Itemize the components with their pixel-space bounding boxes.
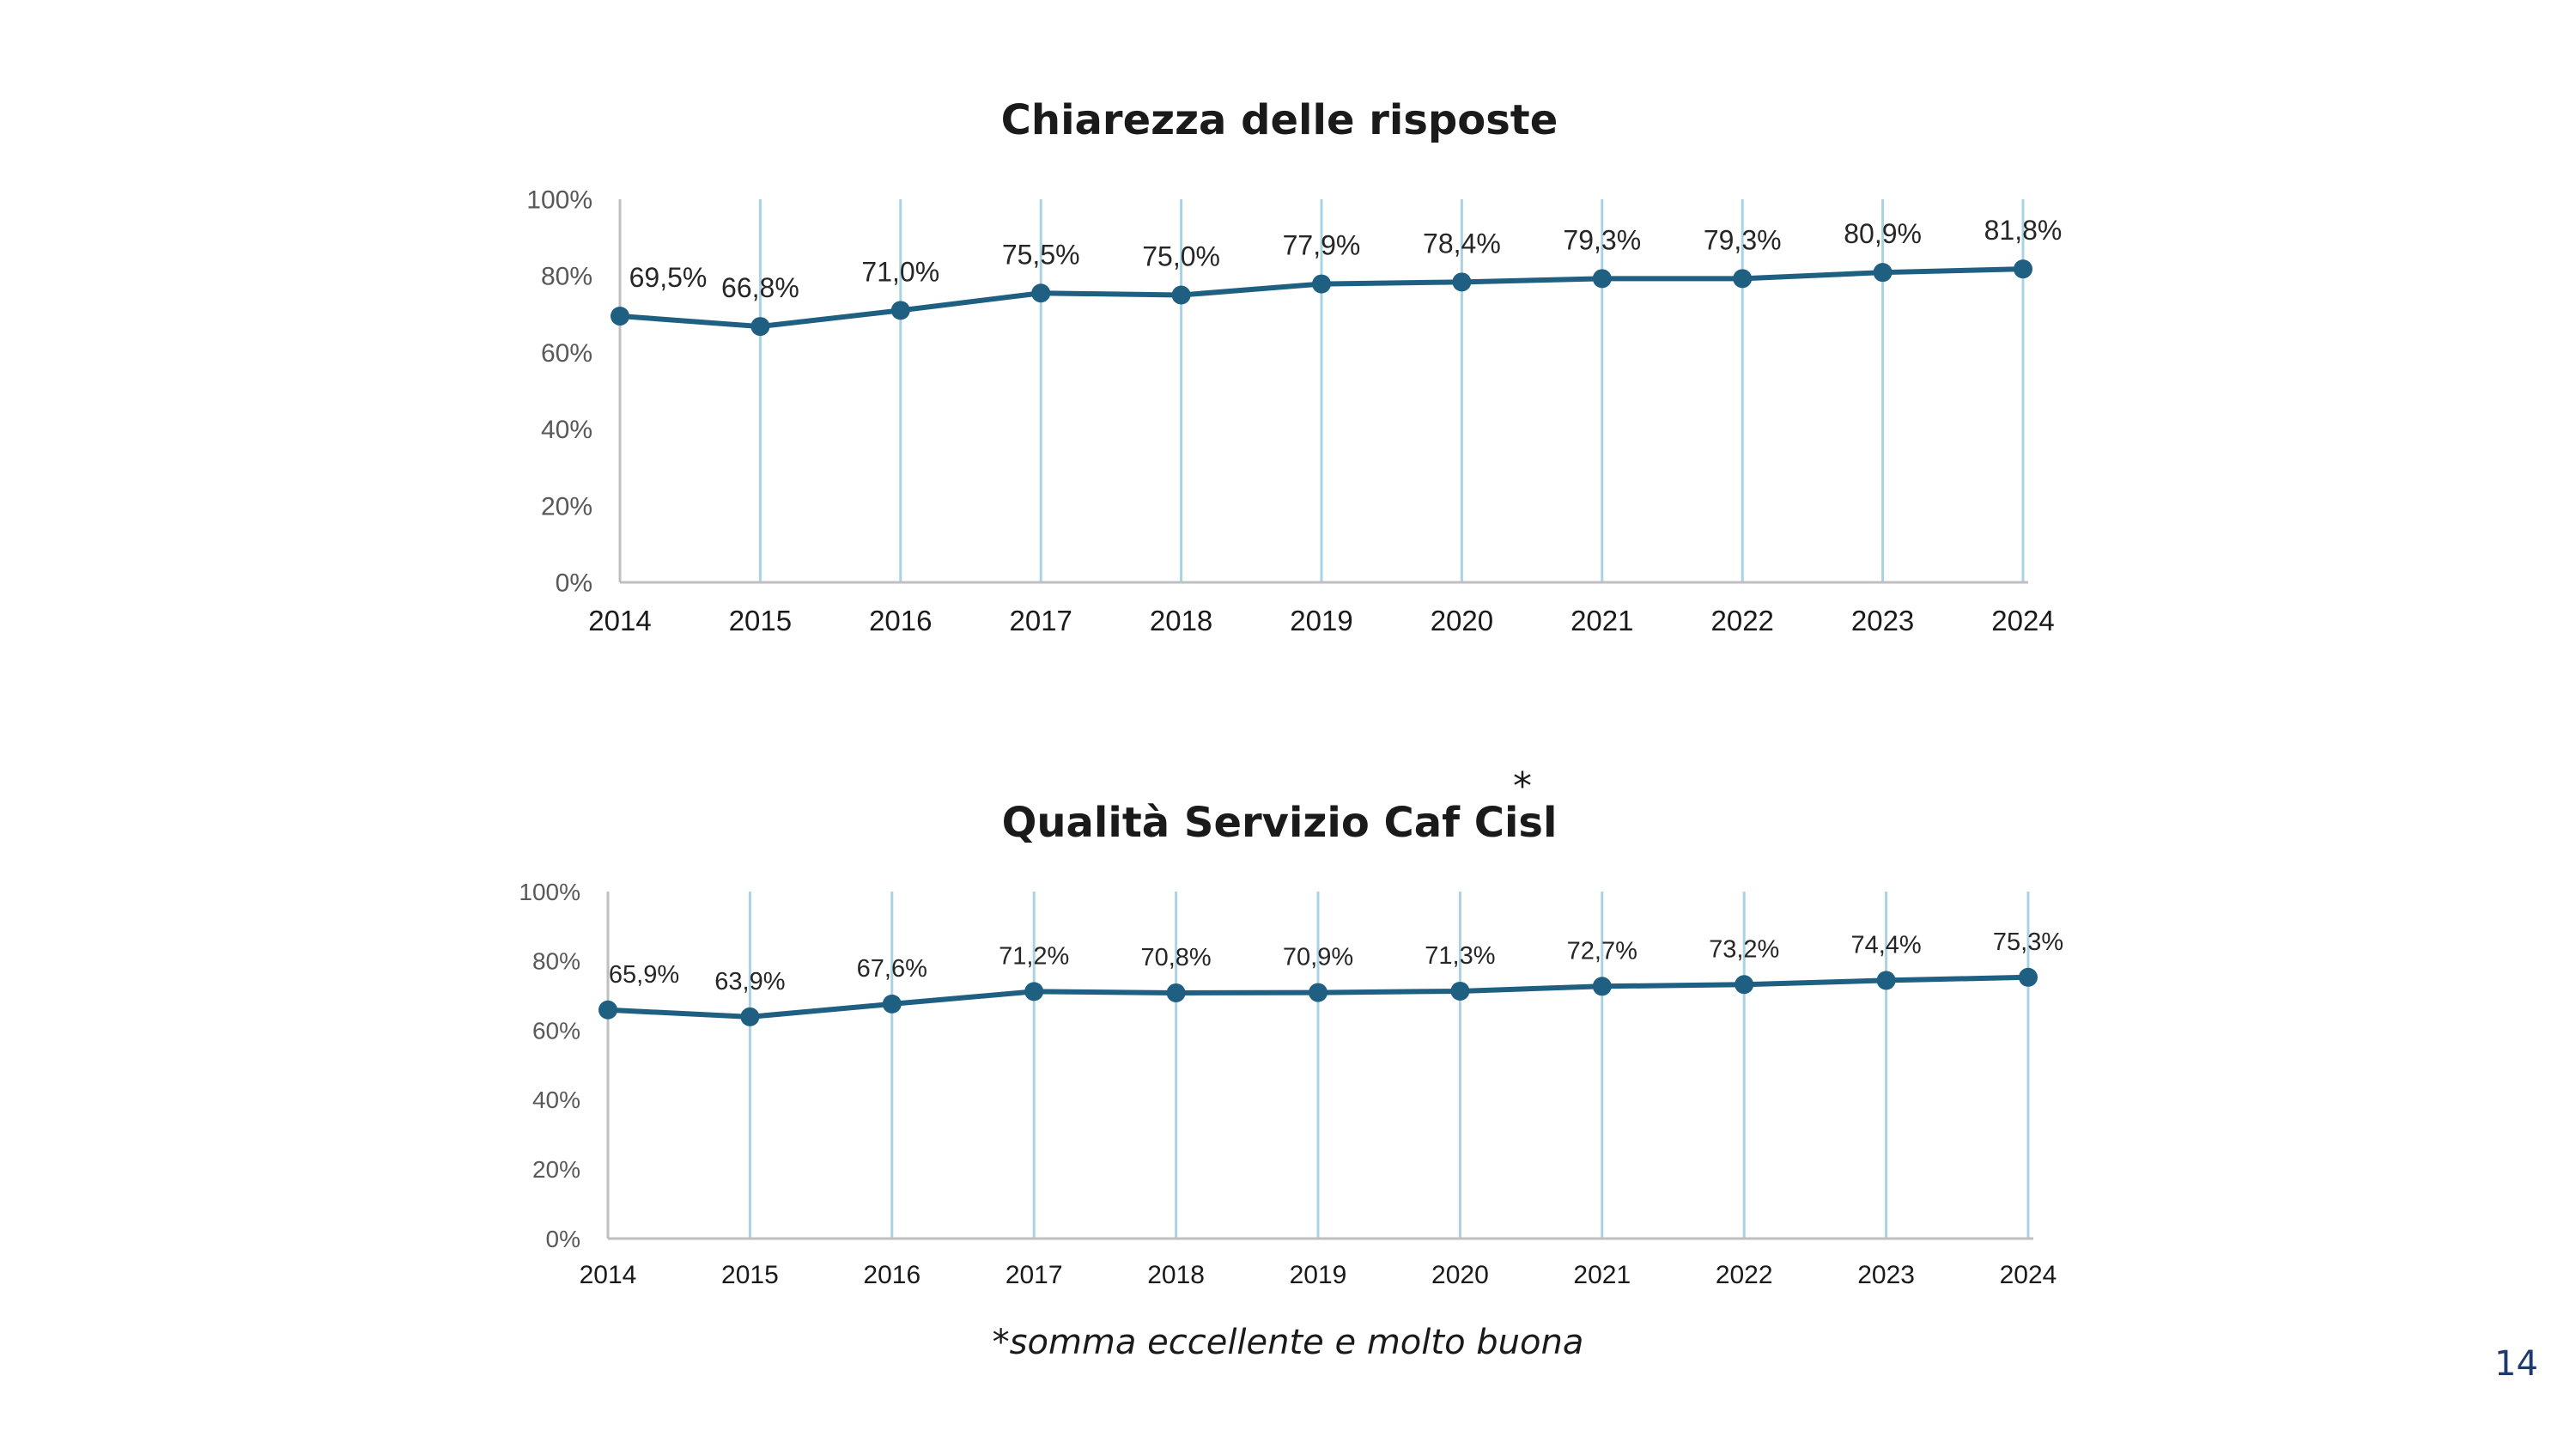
data-label: 67,6% (857, 955, 927, 983)
data-label: 78,4% (1423, 228, 1501, 259)
x-tick-label: 2022 (1716, 1261, 1773, 1289)
x-tick-label: 2018 (1150, 605, 1212, 636)
y-tick-label: 0% (546, 1226, 580, 1252)
data-point (1876, 971, 1896, 990)
data-label: 74,4% (1850, 931, 1921, 959)
page-number: 14 (2494, 1344, 2538, 1384)
data-point (750, 317, 770, 337)
data-label: 66,8% (721, 272, 799, 303)
x-tick-label: 2017 (1005, 1261, 1063, 1289)
x-tick-label: 2022 (1710, 605, 1773, 636)
y-tick-label: 80% (541, 263, 592, 291)
data-point (1733, 269, 1753, 289)
x-tick-label: 2023 (1857, 1261, 1915, 1289)
data-label: 71,0% (861, 256, 939, 287)
data-label: 79,3% (1563, 224, 1641, 255)
data-label: 72,7% (1567, 937, 1637, 965)
x-tick-label: 2015 (729, 605, 792, 636)
x-tick-label: 2023 (1851, 605, 1914, 636)
x-tick-label: 2020 (1431, 1261, 1489, 1289)
data-point (890, 301, 910, 320)
data-label: 77,9% (1283, 230, 1361, 261)
data-label: 69,5% (629, 262, 708, 293)
x-tick-label: 2019 (1290, 605, 1352, 636)
y-tick-label: 100% (519, 879, 580, 905)
data-point (1312, 274, 1331, 294)
data-label: 75,0% (1142, 241, 1220, 272)
data-label: 70,9% (1283, 944, 1353, 971)
data-point (882, 994, 902, 1014)
y-tick-label: 60% (532, 1017, 580, 1044)
chart-2-plot: 0% 20% 40% 60% 80% 100% 2014 2015 2016 2017 2018 20… (519, 879, 2063, 1289)
chart-1-title: Chiarezza delle risposte (1000, 96, 1558, 144)
x-tick-label: 2017 (1009, 605, 1072, 636)
data-point (740, 1007, 760, 1026)
data-point (1450, 981, 1470, 1001)
data-point (1166, 983, 1186, 1002)
data-label: 71,2% (999, 942, 1069, 970)
x-tick-label: 2021 (1573, 1261, 1631, 1289)
y-tick-label: 20% (541, 492, 592, 521)
x-tick-label: 2019 (1290, 1261, 1347, 1289)
x-tick-label: 2016 (869, 605, 932, 636)
chart-2-title-asterisk: * (1513, 764, 1532, 808)
data-point (2014, 259, 2032, 279)
data-point (1592, 269, 1612, 289)
data-label: 79,3% (1704, 224, 1782, 255)
chart-2-title: Qualità Servizio Caf Cisl (1001, 799, 1558, 847)
x-tick-label: 2021 (1571, 605, 1633, 636)
data-point (2019, 967, 2038, 987)
data-point (1592, 977, 1612, 996)
data-label: 71,3% (1425, 942, 1495, 970)
data-label: 75,3% (1993, 928, 2063, 956)
x-tick-label: 2024 (2000, 1261, 2057, 1289)
chart-1-plot: 0% 20% 40% 60% 80% 100% 2014 2015 2016 2017 2018 20… (526, 186, 2063, 637)
data-point (1309, 983, 1327, 1002)
data-point (1024, 982, 1044, 1002)
y-tick-label: 40% (541, 416, 592, 444)
y-tick-label: 20% (532, 1156, 580, 1183)
x-tick-label: 2020 (1431, 605, 1493, 636)
x-tick-label: 2016 (863, 1261, 920, 1289)
y-tick-label: 0% (556, 569, 592, 598)
y-tick-label: 100% (526, 186, 592, 215)
data-label: 63,9% (714, 968, 785, 995)
data-point (598, 1000, 617, 1020)
y-tick-label: 60% (541, 339, 592, 368)
data-label: 73,2% (1709, 935, 1779, 963)
x-tick-label: 2024 (1991, 605, 2054, 636)
data-label: 80,9% (1844, 218, 1922, 249)
x-tick-label: 2014 (588, 605, 651, 636)
data-label: 75,5% (1002, 239, 1080, 270)
x-tick-label: 2015 (721, 1261, 779, 1289)
data-point (1171, 285, 1191, 305)
data-point (1452, 272, 1472, 292)
x-tick-label: 2018 (1147, 1261, 1205, 1289)
footnote: *somma eccellente e molto buona (992, 1323, 1584, 1362)
data-point (611, 307, 629, 326)
data-point (1873, 263, 1893, 283)
data-label: 81,8% (1984, 215, 2063, 246)
data-label: 70,8% (1140, 944, 1211, 971)
data-label: 65,9% (609, 961, 679, 989)
x-tick-label: 2014 (580, 1261, 637, 1289)
y-tick-label: 40% (532, 1087, 580, 1113)
data-point (1031, 283, 1051, 303)
y-tick-label: 80% (532, 948, 580, 975)
data-point (1735, 975, 1754, 995)
